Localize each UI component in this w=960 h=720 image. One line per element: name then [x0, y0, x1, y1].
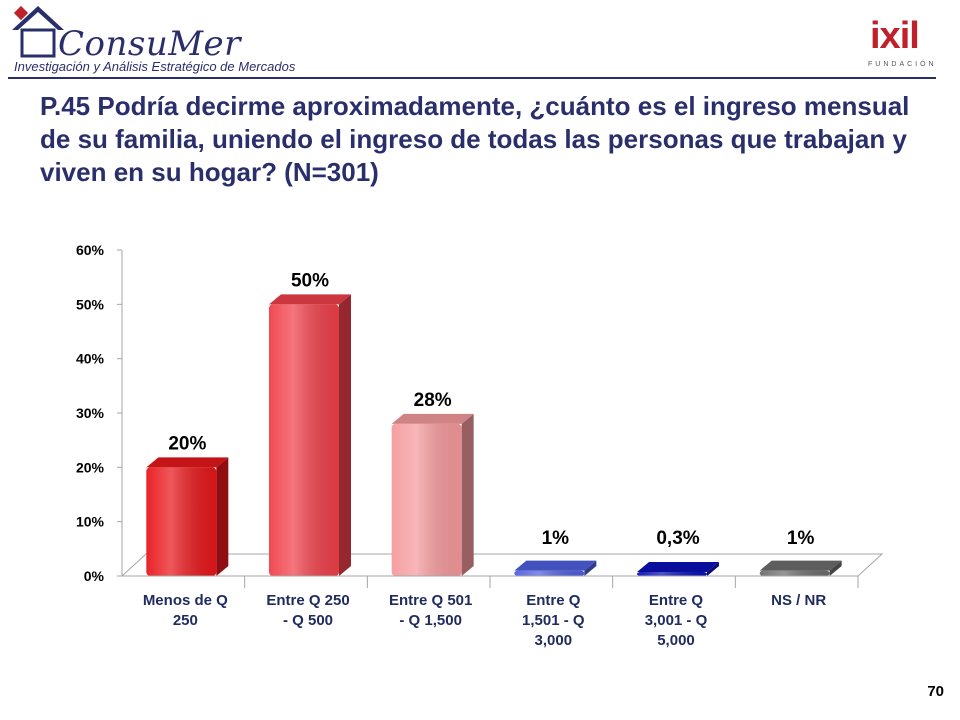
bar-highlight — [146, 467, 217, 576]
bar-4 — [514, 560, 597, 576]
bar-top — [391, 413, 474, 424]
category-label: 3,000 — [535, 632, 573, 649]
house-logo-icon — [12, 5, 64, 58]
category-label: Entre Q 250 — [266, 592, 349, 609]
bar-side — [216, 457, 229, 576]
data-label: 20% — [168, 433, 206, 454]
page-number: 70 — [927, 683, 944, 700]
category-label: 1,501 - Q — [522, 612, 585, 629]
category-label: 250 — [173, 612, 198, 629]
y-tick-label: 0% — [84, 568, 105, 584]
category-label: Entre Q — [526, 592, 581, 609]
ixil-logo: ixil FUNDACIÓN — [862, 14, 940, 74]
data-label: 1% — [787, 528, 815, 549]
bar-highlight — [269, 304, 339, 576]
bar-2 — [269, 294, 351, 576]
ixil-wordmark: ixil — [870, 15, 920, 57]
data-label: 28% — [414, 390, 452, 411]
bar-highlight — [391, 423, 462, 576]
bar-6 — [759, 560, 842, 576]
y-tick-label: 50% — [76, 296, 105, 312]
header: ConsuMer Investigación y Análisis Estrat… — [0, 0, 960, 85]
bar-side — [707, 562, 719, 576]
category-label: Entre Q 501 — [389, 592, 472, 609]
y-tick-label: 60% — [76, 242, 105, 258]
header-divider — [8, 77, 936, 79]
chart-plot-area: 0% 10% 20% 30% 40% 50% 60% 20% Menos de Q 250 50% E… — [76, 242, 884, 649]
data-label: 1% — [542, 528, 570, 549]
bar-3 — [391, 413, 474, 576]
bar-top — [637, 562, 719, 572]
bar-5 — [637, 562, 719, 576]
consumer-logo: ConsuMer Investigación y Análisis Estrat… — [8, 2, 308, 80]
bar-1 — [146, 457, 229, 576]
slide-title: P.45 Podría decirme aproximadamente, ¿cu… — [40, 91, 910, 187]
bar-top — [146, 457, 229, 468]
y-tick-label: 10% — [76, 514, 105, 530]
y-tick-label: 20% — [76, 459, 105, 475]
bar-highlight — [514, 570, 585, 576]
bar-top — [759, 560, 842, 571]
category-label: - Q 1,500 — [399, 612, 462, 629]
category-label: NS / NR — [771, 592, 826, 609]
bar-top — [514, 560, 597, 571]
data-label: 50% — [291, 270, 329, 291]
logo-name: ConsuMer — [58, 24, 241, 64]
bar-highlight — [759, 570, 830, 576]
bar-side — [829, 560, 842, 576]
category-label: Menos de Q — [143, 592, 228, 609]
y-tick-label: 40% — [76, 351, 105, 367]
bar-side — [584, 560, 597, 576]
data-label: 0,3% — [656, 528, 699, 549]
bar-top — [269, 294, 351, 305]
logo-tagline: Investigación y Análisis Estratégico de … — [14, 59, 296, 74]
category-label: 5,000 — [657, 632, 695, 649]
bar-side — [339, 294, 351, 576]
category-label: - Q 500 — [283, 612, 333, 629]
bar-side — [461, 413, 474, 576]
category-label: 3,001 - Q — [645, 612, 708, 629]
ixil-subtitle: FUNDACIÓN — [868, 61, 937, 68]
category-label: Entre Q — [649, 592, 704, 609]
bar-highlight — [637, 572, 707, 576]
y-tick-label: 30% — [76, 405, 105, 421]
